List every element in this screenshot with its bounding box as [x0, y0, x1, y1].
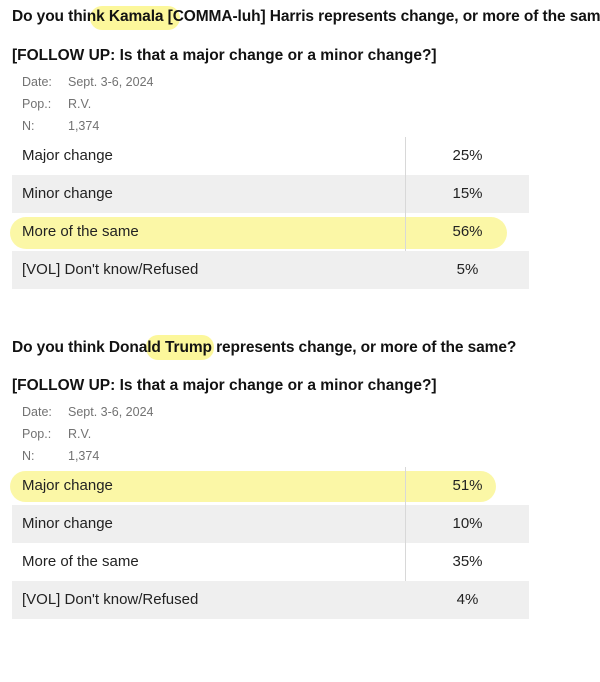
text-highlight — [146, 335, 214, 360]
table-row: [VOL] Don't know/Refused 4% — [12, 581, 529, 619]
column-divider — [405, 137, 406, 251]
question-title: Do you think Kamala [COMMA-luh] Harris r… — [12, 8, 600, 25]
meta-pop-label: Pop.: — [22, 427, 52, 441]
meta-pop-value: R.V. — [68, 97, 92, 111]
row-label: [VOL] Don't know/Refused — [22, 591, 199, 608]
row-value: 5% — [456, 261, 479, 278]
meta-n-label: N: — [22, 449, 35, 463]
row-value: 15% — [452, 185, 483, 202]
table-row: Minor change 10% — [12, 505, 529, 543]
meta-pop-label: Pop.: — [22, 97, 52, 111]
row-label: More of the same — [22, 223, 139, 240]
row-label: Minor change — [22, 185, 113, 202]
meta-date-label: Date: — [22, 75, 52, 89]
row-value: 4% — [456, 591, 479, 608]
meta-n-label: N: — [22, 119, 35, 133]
text-highlight — [90, 6, 180, 30]
row-value: 25% — [452, 147, 483, 164]
table-row: More of the same 35% — [12, 543, 529, 581]
row-label: Major change — [22, 477, 113, 494]
table-row: [VOL] Don't know/Refused 5% — [12, 251, 529, 289]
poll-section-harris: Do you think Kamala [COMMA-luh] Harris r… — [10, 0, 600, 300]
question-title: Do you think Donald Trump represents cha… — [12, 339, 517, 356]
table-row: Minor change 15% — [12, 175, 529, 213]
followup-question: [FOLLOW UP: Is that a major change or a … — [12, 377, 437, 394]
meta-date-value: Sept. 3-6, 2024 — [68, 405, 154, 419]
row-highlight — [10, 217, 507, 249]
results-table: Major change 51% Minor change 10% More o… — [10, 467, 529, 619]
row-label: More of the same — [22, 553, 139, 570]
table-row: Major change 25% — [12, 137, 529, 175]
table-row-highlighted: More of the same 56% — [10, 213, 529, 251]
row-value: 35% — [452, 553, 483, 570]
row-value: 56% — [452, 223, 483, 240]
row-value: 10% — [452, 515, 483, 532]
meta-pop-value: R.V. — [68, 427, 92, 441]
row-label: Major change — [22, 147, 113, 164]
followup-question: [FOLLOW UP: Is that a major change or a … — [12, 47, 437, 64]
meta-n-value: 1,374 — [68, 119, 100, 133]
meta-n-value: 1,374 — [68, 449, 100, 463]
row-highlight — [10, 471, 496, 502]
meta-date-value: Sept. 3-6, 2024 — [68, 75, 154, 89]
table-row-highlighted: Major change 51% — [10, 467, 529, 505]
row-label: [VOL] Don't know/Refused — [22, 261, 199, 278]
column-divider — [405, 467, 406, 581]
row-value: 51% — [452, 477, 483, 494]
results-table: Major change 25% Minor change 15% More o… — [10, 137, 529, 289]
row-label: Minor change — [22, 515, 113, 532]
poll-section-trump: Do you think Donald Trump represents cha… — [10, 330, 600, 630]
meta-date-label: Date: — [22, 405, 52, 419]
